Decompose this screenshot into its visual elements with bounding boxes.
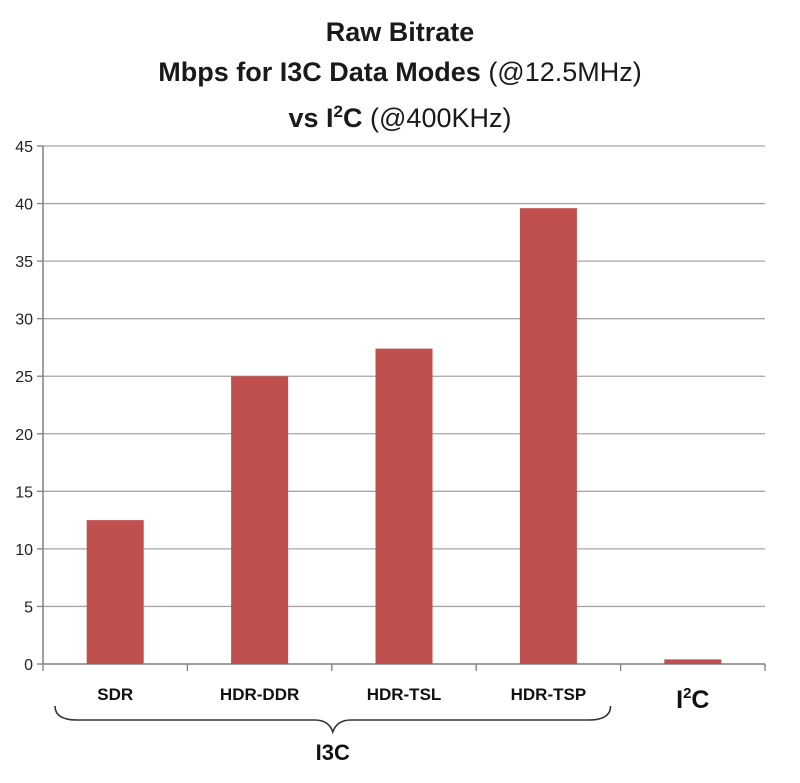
y-tick-label: 5	[24, 599, 33, 616]
y-tick-label: 45	[15, 139, 33, 156]
title-line-1: Raw Bitrate	[325, 17, 475, 47]
chart-title: Raw Bitrate Mbps for I3C Data Modes (@12…	[0, 12, 800, 138]
title-line-2-bold: Mbps for I3C Data Modes	[158, 57, 481, 87]
y-tick-label: 40	[15, 197, 33, 214]
y-tick-label: 10	[15, 542, 33, 559]
x-category-label: SDR	[97, 685, 133, 704]
title-line-3-sup: 2	[333, 102, 344, 121]
title-line-2: Mbps for I3C Data Modes (@12.5MHz)	[0, 52, 800, 92]
title-line-2-normal: (@12.5MHz)	[488, 57, 642, 87]
x-category-label: I2C	[676, 685, 709, 714]
y-tick-label: 30	[15, 312, 33, 329]
x-category-label: HDR-DDR	[220, 685, 299, 704]
group-brace	[54, 705, 612, 735]
x-category-label: HDR-TSL	[367, 685, 442, 704]
title-line-3: vs I2C (@400KHz)	[0, 92, 800, 138]
y-tick-label: 25	[15, 369, 33, 386]
bar-i2c	[664, 659, 722, 664]
bar-hdr-tsl	[375, 348, 433, 664]
bar-hdr-ddr	[231, 376, 289, 664]
title-line-3-prefix: vs I	[288, 103, 334, 133]
x-category-label: HDR-TSP	[511, 685, 587, 704]
y-tick-label: 0	[24, 657, 33, 674]
y-tick-label: 35	[15, 254, 33, 271]
bar-hdr-tsp	[519, 208, 577, 664]
bar-sdr	[86, 520, 144, 664]
title-line-3-suffix: C	[343, 103, 363, 133]
group-label-i3c: I3C	[316, 740, 350, 765]
y-tick-label: 15	[15, 484, 33, 501]
y-tick-label: 20	[15, 427, 33, 444]
title-line-3-normal: (@400KHz)	[370, 103, 512, 133]
